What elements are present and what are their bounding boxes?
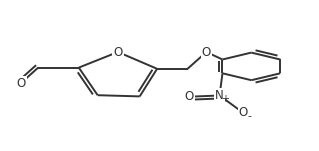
Text: O: O [184, 90, 194, 103]
Text: O: O [239, 106, 248, 119]
Text: O: O [202, 45, 211, 58]
Text: N: N [215, 89, 224, 102]
Text: O: O [16, 77, 26, 90]
Text: O: O [113, 45, 122, 58]
Text: -: - [247, 111, 251, 121]
Text: +: + [221, 95, 229, 104]
